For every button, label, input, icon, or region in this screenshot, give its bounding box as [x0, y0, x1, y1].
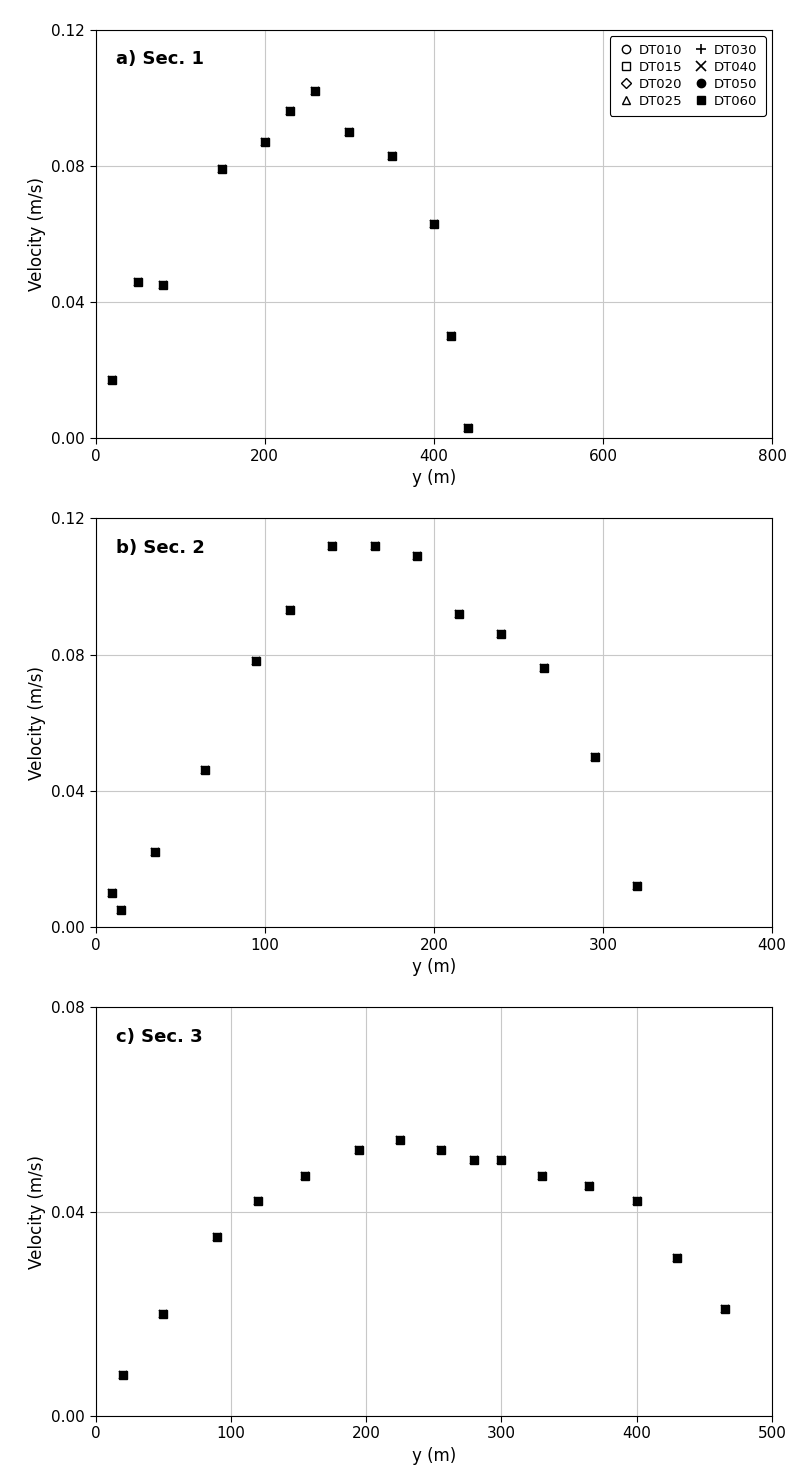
Text: b) Sec. 2: b) Sec. 2: [116, 538, 205, 556]
X-axis label: y (m): y (m): [412, 469, 456, 487]
X-axis label: y (m): y (m): [412, 959, 456, 976]
Y-axis label: Velocity (m/s): Velocity (m/s): [28, 177, 46, 291]
X-axis label: y (m): y (m): [412, 1447, 456, 1465]
Y-axis label: Velocity (m/s): Velocity (m/s): [28, 665, 46, 780]
Text: a) Sec. 1: a) Sec. 1: [116, 50, 204, 68]
Y-axis label: Velocity (m/s): Velocity (m/s): [28, 1155, 46, 1268]
Text: c) Sec. 3: c) Sec. 3: [116, 1028, 202, 1046]
Legend: DT010, DT015, DT020, DT025, DT030, DT040, DT050, DT060: DT010, DT015, DT020, DT025, DT030, DT040…: [610, 35, 766, 117]
